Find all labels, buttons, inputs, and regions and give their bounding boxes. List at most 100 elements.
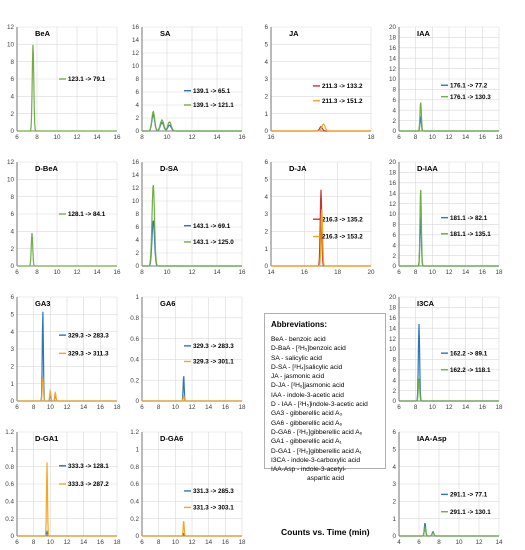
legend-label: 331.3 -> 285.3 (193, 488, 234, 495)
x-tick-label: 6 (140, 539, 144, 546)
x-tick-label: 8 (157, 539, 161, 546)
x-tick-label: 14 (93, 269, 101, 276)
abbreviation-line: D-JA - [²H₆]jasmonic acid (271, 382, 345, 390)
series-line (142, 394, 242, 402)
y-tick-label: 16 (389, 45, 397, 52)
x-tick-label: 14 (213, 134, 221, 141)
x-tick-label: 6 (397, 404, 401, 411)
abbreviation-line: JA - jasmonic acid (271, 373, 325, 381)
y-tick-label: 0 (264, 263, 268, 270)
chart-panel-d-iaa: 0 2 4 6 8 10 12 14 16 18 20 6 8 10 12 14 16 18 D-IAA 181.1 … (389, 159, 503, 276)
abbreviation-line: SA - salicylic acid (271, 354, 322, 362)
y-tick-label: 6 (135, 224, 139, 231)
x-tick-label: 14 (495, 539, 503, 546)
y-tick-label: 2 (10, 111, 14, 118)
y-tick-label: 1 (264, 111, 268, 118)
y-tick-label: 10 (132, 63, 140, 70)
y-tick-label: 2 (392, 253, 396, 260)
y-tick-label: 4 (135, 237, 139, 244)
y-tick-label: 3 (10, 346, 14, 353)
y-tick-label: 6 (264, 159, 268, 166)
x-tick-label: 12 (63, 404, 71, 411)
y-tick-label: 0.4 (130, 499, 139, 506)
series-line (142, 110, 242, 132)
y-tick-label: 6 (264, 24, 268, 31)
series-line (399, 522, 499, 537)
x-tick-label: 16 (97, 539, 105, 546)
y-tick-label: 8 (392, 87, 396, 94)
y-tick-label: 14 (132, 37, 140, 44)
chart-panel-i3ca: 0 2 4 6 8 10 12 14 16 18 20 6 8 10 12 14 16 18 I3CA 162.2 -… (389, 294, 503, 411)
y-tick-label: 2 (10, 246, 14, 253)
x-tick-label: 10 (163, 269, 171, 276)
legend-label: 143.1 -> 69.1 (193, 223, 231, 230)
x-tick-label: 12 (63, 539, 71, 546)
y-tick-label: 5 (264, 177, 268, 184)
legend-label: 329.3 -> 283.3 (193, 343, 234, 350)
y-tick-label: 6 (10, 211, 14, 218)
y-tick-label: 0.8 (5, 464, 14, 471)
y-tick-label: 18 (389, 305, 397, 312)
y-tick-label: 0 (135, 533, 139, 540)
x-tick-label: 6 (397, 269, 401, 276)
x-axis-footer-label: Counts vs. Time (min) (281, 527, 370, 537)
x-tick-label: 16 (479, 269, 487, 276)
x-tick-label: 14 (80, 404, 88, 411)
x-tick-label: 10 (172, 404, 180, 411)
x-tick-label: 8 (35, 269, 39, 276)
x-tick-label: 8 (414, 269, 418, 276)
y-tick-label: 12 (389, 201, 397, 208)
legend-label: 162.2 -> 118.1 (450, 367, 491, 374)
x-tick-label: 10 (163, 134, 171, 141)
legend-label: 291.1 -> 77.1 (450, 492, 488, 499)
y-tick-label: 0 (392, 128, 396, 135)
x-tick-label: 12 (73, 269, 81, 276)
y-tick-label: 4 (392, 242, 396, 249)
x-tick-label: 14 (462, 404, 470, 411)
x-tick-label: 16 (97, 404, 105, 411)
y-tick-label: 0 (10, 533, 14, 540)
y-tick-label: 16 (132, 24, 140, 31)
x-tick-label: 12 (445, 134, 453, 141)
x-tick-label: 18 (238, 539, 246, 546)
legend-label: 128.1 -> 84.1 (68, 211, 106, 218)
panel-title: D-GA1 (35, 434, 58, 443)
y-tick-label: 0 (135, 128, 139, 135)
x-tick-label: 16 (238, 269, 246, 276)
legend-label: 216.3 -> 135.2 (322, 216, 363, 223)
x-tick-label: 14 (462, 269, 470, 276)
abbreviation-line: D-BaA - [²H₅]benzoic acid (271, 345, 346, 353)
panel-title: D-GA6 (160, 434, 183, 443)
x-tick-label: 6 (140, 404, 144, 411)
x-tick-label: 18 (495, 404, 503, 411)
chart-panel-d-sa: 0 2 4 6 8 10 12 14 16 8 10 12 14 16 D-SA 143.1 -> 69.1 1… (132, 159, 246, 276)
y-tick-label: 0 (10, 128, 14, 135)
series-line (399, 189, 499, 267)
legend-label: 176.1 -> 130.3 (450, 94, 491, 101)
legend-label: 139.1 -> 65.1 (193, 88, 231, 95)
x-tick-label: 6 (15, 269, 19, 276)
y-tick-label: 0 (135, 263, 139, 270)
x-tick-label: 10 (47, 539, 55, 546)
y-tick-label: 3 (392, 481, 396, 488)
x-tick-label: 20 (367, 269, 375, 276)
x-tick-label: 18 (113, 404, 121, 411)
abbreviation-line: aspartic acid (307, 475, 345, 483)
y-tick-label: 20 (389, 294, 397, 301)
y-tick-label: 10 (132, 198, 140, 205)
x-tick-label: 12 (475, 539, 483, 546)
x-tick-label: 6 (15, 134, 19, 141)
y-tick-label: 8 (392, 357, 396, 364)
x-tick-label: 12 (188, 134, 196, 141)
x-tick-label: 10 (429, 269, 437, 276)
y-tick-label: 12 (389, 336, 397, 343)
y-tick-label: 12 (132, 50, 140, 57)
y-tick-label: 0.6 (130, 481, 139, 488)
chart-panel-bea: 0 2 4 6 8 10 12 6 8 10 12 14 16 BeA 123.1 -> 79.1 (7, 24, 121, 141)
y-tick-label: 2 (264, 229, 268, 236)
abbreviation-line: IAA-Asp - indole-3-acetyl- (271, 466, 347, 474)
